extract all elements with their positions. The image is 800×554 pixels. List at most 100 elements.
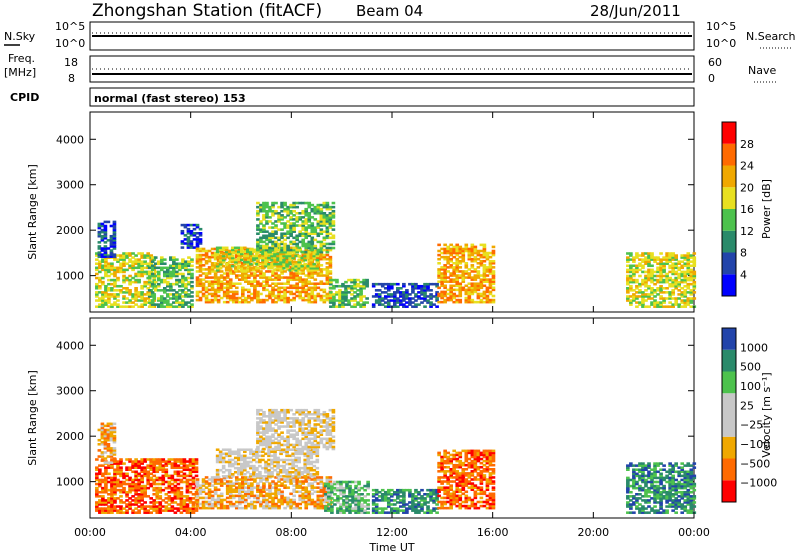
data-cell bbox=[396, 305, 400, 308]
data-cell bbox=[411, 305, 415, 308]
data-cell bbox=[629, 295, 633, 298]
data-cell bbox=[274, 488, 278, 491]
data-cell bbox=[377, 299, 382, 302]
data-cell bbox=[656, 268, 660, 272]
data-cell bbox=[140, 499, 144, 502]
data-cell bbox=[283, 300, 287, 304]
data-cell bbox=[325, 222, 330, 225]
data-cell bbox=[228, 486, 233, 489]
data-cell bbox=[184, 268, 188, 272]
data-cell bbox=[283, 246, 287, 250]
data-cell bbox=[482, 290, 487, 294]
data-cell bbox=[180, 246, 185, 249]
data-cell bbox=[273, 468, 277, 472]
data-cell bbox=[134, 507, 138, 510]
data-cell bbox=[262, 248, 266, 252]
data-cell bbox=[216, 488, 221, 491]
data-cell bbox=[374, 293, 379, 296]
data-cell bbox=[671, 282, 675, 286]
data-cell bbox=[185, 497, 190, 500]
data-cell bbox=[110, 509, 114, 512]
data-cell bbox=[243, 267, 247, 270]
data-cell bbox=[319, 257, 324, 261]
data-cell bbox=[288, 269, 292, 272]
data-cell bbox=[347, 291, 351, 294]
data-cell bbox=[629, 270, 633, 274]
data-cell bbox=[150, 274, 155, 278]
data-cell bbox=[464, 262, 469, 265]
data-cell bbox=[113, 258, 117, 261]
data-cell bbox=[198, 488, 203, 491]
data-cell bbox=[103, 255, 108, 258]
data-cell bbox=[143, 474, 147, 478]
data-cell bbox=[270, 470, 274, 474]
data-cell bbox=[162, 258, 167, 261]
data-cell bbox=[626, 258, 630, 261]
data-cell bbox=[383, 301, 388, 304]
data-cell bbox=[131, 297, 135, 300]
data-cell bbox=[297, 260, 301, 264]
data-cell bbox=[328, 205, 333, 209]
data-cell bbox=[134, 462, 138, 465]
data-cell bbox=[461, 247, 466, 251]
data-cell bbox=[289, 230, 293, 233]
data-cell bbox=[467, 257, 472, 261]
data-cell bbox=[225, 482, 230, 485]
data-cell bbox=[650, 280, 654, 284]
data-cell bbox=[629, 274, 633, 278]
data-cell bbox=[204, 294, 209, 298]
data-cell bbox=[276, 460, 280, 464]
data-cell bbox=[188, 507, 193, 510]
data-cell bbox=[267, 454, 271, 458]
data-cell bbox=[221, 248, 226, 252]
data-cell bbox=[109, 253, 114, 256]
data-cell bbox=[262, 506, 266, 510]
data-cell bbox=[680, 287, 685, 290]
data-cell bbox=[268, 296, 272, 300]
data-cell bbox=[262, 218, 266, 221]
data-cell bbox=[122, 270, 126, 274]
freq-min: 8 bbox=[68, 72, 75, 85]
data-cell bbox=[104, 303, 108, 306]
data-cell bbox=[265, 203, 269, 207]
data-cell bbox=[328, 222, 333, 225]
data-cell bbox=[629, 284, 633, 288]
data-cell bbox=[188, 501, 193, 504]
data-cell bbox=[176, 495, 181, 498]
data-cell bbox=[128, 258, 132, 261]
data-cell bbox=[265, 222, 269, 225]
data-cell bbox=[295, 502, 299, 506]
data-cell bbox=[188, 464, 193, 467]
data-cell bbox=[112, 232, 117, 236]
data-cell bbox=[119, 488, 123, 492]
data-cell bbox=[181, 282, 185, 286]
data-cell bbox=[198, 266, 203, 269]
data-cell bbox=[328, 246, 333, 250]
data-cell bbox=[446, 262, 450, 265]
data-cell bbox=[271, 419, 275, 422]
data-cell bbox=[437, 276, 441, 279]
data-cell bbox=[310, 292, 315, 296]
data-cell bbox=[95, 287, 99, 290]
data-cell bbox=[280, 272, 284, 275]
data-cell bbox=[112, 430, 117, 434]
data-cell bbox=[140, 264, 144, 268]
data-cell bbox=[259, 207, 263, 211]
data-cell bbox=[437, 270, 441, 273]
data-cell bbox=[104, 484, 108, 488]
data-cell bbox=[259, 494, 263, 498]
data-cell bbox=[119, 511, 123, 514]
data-cell bbox=[452, 270, 457, 273]
data-cell bbox=[294, 475, 298, 478]
data-cell bbox=[104, 466, 108, 469]
data-cell bbox=[659, 252, 663, 255]
data-cell bbox=[452, 249, 457, 253]
data-cell bbox=[179, 474, 184, 478]
data-cell bbox=[140, 470, 144, 474]
data-cell bbox=[262, 201, 266, 205]
data-cell bbox=[307, 244, 312, 248]
data-cell bbox=[110, 295, 114, 298]
data-cell bbox=[446, 270, 450, 273]
data-cell bbox=[250, 284, 254, 288]
data-cell bbox=[286, 437, 290, 441]
